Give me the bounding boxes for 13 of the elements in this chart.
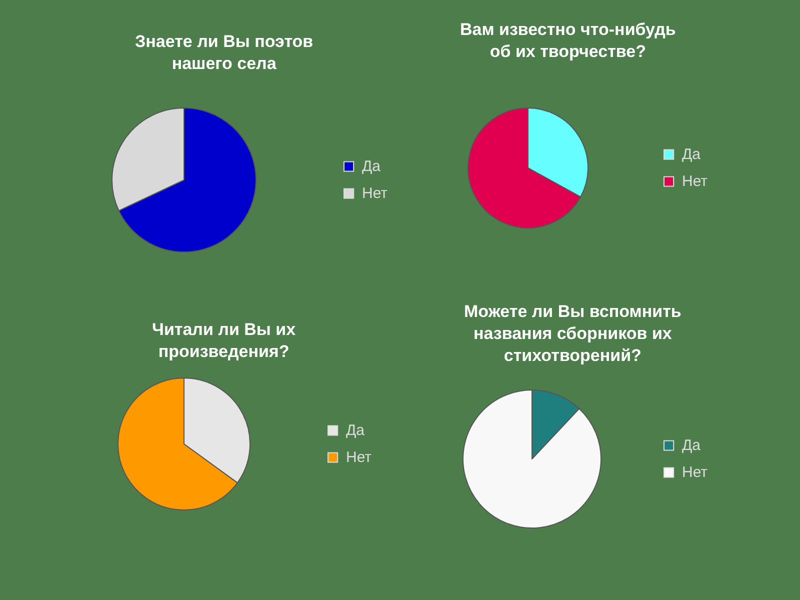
legend-label: Да xyxy=(362,158,382,175)
chart-title: Знаете ли Вы поэтов нашего села xyxy=(135,32,314,74)
legend-label: Да xyxy=(682,437,702,454)
chart-title: Вам известно что-нибудь об их творчестве? xyxy=(460,20,676,62)
pie-slice xyxy=(462,390,602,528)
legend-label: Нет xyxy=(346,449,372,466)
chart-title: Читали ли Вы их произведения? xyxy=(152,320,296,362)
legend-label: Да xyxy=(346,422,366,439)
chart-title: Можете ли Вы вспомнить названия сборников их стихотворений? xyxy=(464,302,682,366)
legend-label: Нет xyxy=(682,173,708,190)
legend-label: Нет xyxy=(682,464,708,481)
legend-label: Да xyxy=(682,146,702,163)
legend-label: Нет xyxy=(362,185,388,202)
